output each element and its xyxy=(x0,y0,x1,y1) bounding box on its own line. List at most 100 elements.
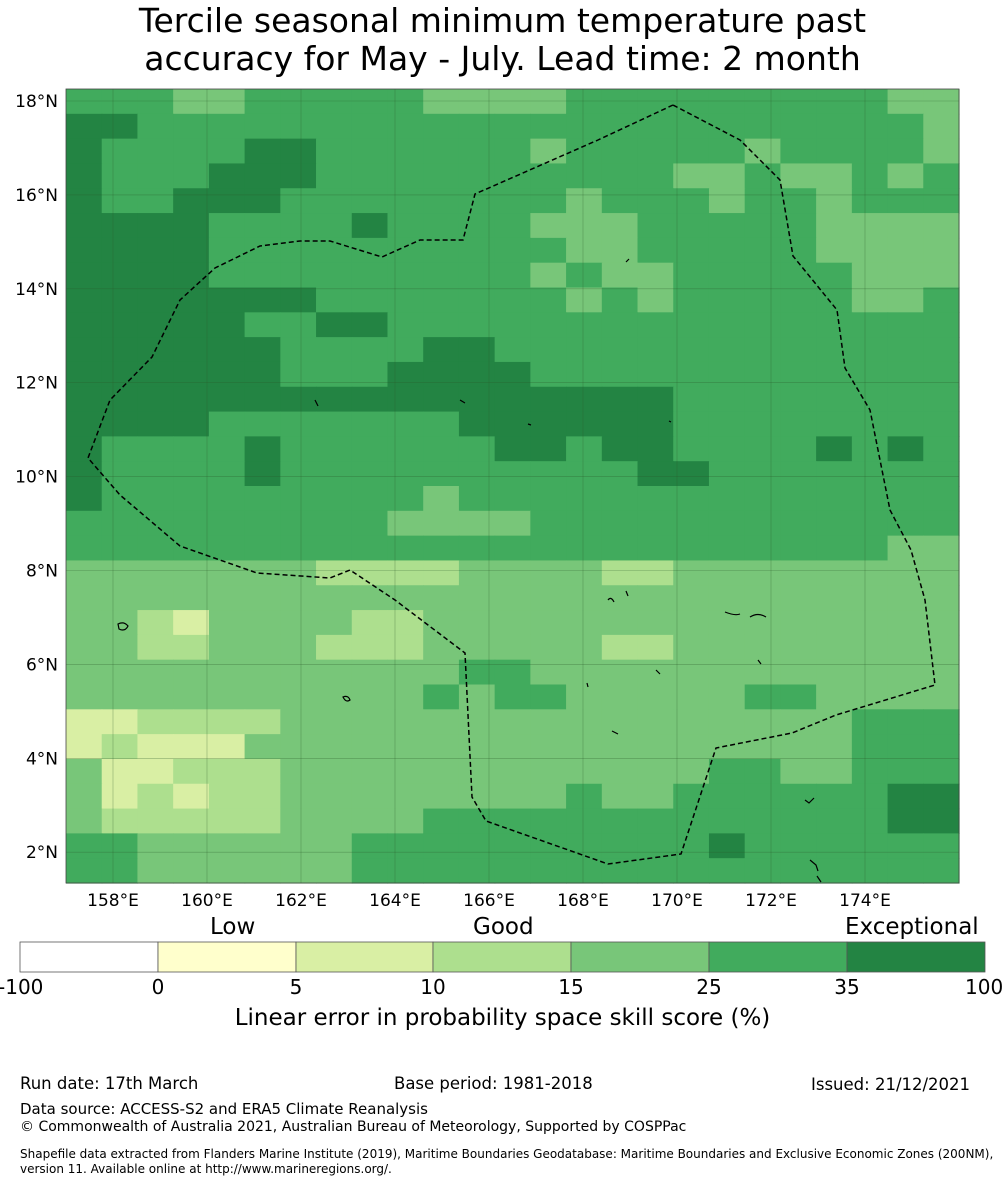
grid-cell xyxy=(851,436,889,462)
grid-cell xyxy=(316,361,353,388)
grid-cell xyxy=(923,262,960,289)
grid-cell xyxy=(423,709,460,735)
grid-cell xyxy=(280,734,317,760)
grid-cell xyxy=(387,386,424,413)
grid-cell xyxy=(316,89,353,115)
grid-cell xyxy=(637,486,674,512)
grid-cell xyxy=(566,337,603,363)
grid-cell xyxy=(566,833,603,859)
grid-cell xyxy=(851,659,889,686)
grid-cell xyxy=(280,659,317,686)
grid-cell xyxy=(387,312,424,338)
grid-cell xyxy=(780,436,817,462)
grid-cell xyxy=(566,585,603,611)
grid-cell xyxy=(66,783,103,810)
grid-cell xyxy=(458,486,496,512)
grid-cell xyxy=(137,659,174,686)
grid-cell xyxy=(137,560,174,586)
grid-cell xyxy=(208,634,246,661)
grid-cell xyxy=(816,858,853,884)
grid-cell xyxy=(673,585,710,611)
grid-cell xyxy=(816,312,853,338)
grid-cell xyxy=(816,486,853,512)
grid-cell xyxy=(530,411,567,437)
grid-cell xyxy=(423,535,460,562)
grid-cell xyxy=(494,535,531,562)
grid-cell xyxy=(530,361,567,388)
grid-cell xyxy=(423,436,460,462)
lat-label: 4°N xyxy=(26,749,58,769)
grid-cell xyxy=(101,411,139,437)
grid-cell xyxy=(351,535,389,562)
grid-cell xyxy=(673,262,710,289)
grid-cell xyxy=(494,510,531,537)
grid-cell xyxy=(208,461,246,487)
grid-cell xyxy=(387,858,424,884)
grid-cell xyxy=(708,684,746,710)
grid-cell xyxy=(387,659,424,686)
grid-cell xyxy=(780,361,817,388)
grid-cell xyxy=(673,113,710,140)
grid-cell xyxy=(601,138,639,165)
grid-cell xyxy=(601,758,639,785)
islands xyxy=(117,258,822,883)
grid-cell xyxy=(351,659,389,686)
grid-cell xyxy=(280,560,317,586)
grid-cell xyxy=(208,758,246,785)
grid-cell xyxy=(137,783,174,810)
grid-cell xyxy=(494,734,531,760)
grid-cell xyxy=(458,138,496,165)
island xyxy=(314,258,672,426)
grid-cell xyxy=(780,237,817,264)
grid-cell xyxy=(566,486,603,512)
grid-cell xyxy=(387,237,424,264)
grid-cell xyxy=(458,337,496,363)
lon-label: 170°E xyxy=(651,891,703,911)
grid-cell xyxy=(780,709,817,735)
grid-cell xyxy=(601,113,639,140)
grid-cell xyxy=(637,808,674,834)
grid-cell xyxy=(101,237,139,264)
grid-cell xyxy=(316,436,353,462)
grid-cell xyxy=(173,237,210,264)
grid-cell xyxy=(494,287,531,313)
grid-cell xyxy=(316,535,353,562)
grid-cell xyxy=(780,858,817,884)
grid-cell xyxy=(66,213,103,239)
grid-cell xyxy=(851,237,889,264)
grid-cell xyxy=(851,758,889,785)
grid-cell xyxy=(566,684,603,710)
grid-cell xyxy=(244,684,281,710)
grid-cell xyxy=(923,684,960,710)
longitude-labels: 158°E 160°E 162°E 164°E 166°E 168°E 170°E 172°E… xyxy=(87,891,891,911)
grid-cell xyxy=(637,709,674,735)
grid-cell xyxy=(780,386,817,413)
grid-cell xyxy=(208,858,246,884)
grid-cell xyxy=(494,461,531,487)
grid-cell xyxy=(423,610,460,636)
grid-cell xyxy=(887,634,924,661)
grid-cell xyxy=(316,858,353,884)
grid-cell xyxy=(280,361,317,388)
grid-cell xyxy=(66,510,103,537)
grid-cell xyxy=(887,486,924,512)
grid-cell xyxy=(208,510,246,537)
grid-cell xyxy=(851,337,889,363)
grid-cell xyxy=(137,163,174,189)
grid-cell xyxy=(423,361,460,388)
grid-cell xyxy=(244,758,281,785)
grid-cell xyxy=(423,684,460,710)
grid-cell xyxy=(494,138,531,165)
grid-cell xyxy=(601,510,639,537)
grid-cell xyxy=(66,833,103,859)
grid-cell xyxy=(316,337,353,363)
grid-cell xyxy=(208,163,246,189)
grid-cell xyxy=(101,188,139,214)
grid-cell xyxy=(173,734,210,760)
grid-cell xyxy=(601,684,639,710)
grid-cell xyxy=(208,361,246,388)
grid-cell xyxy=(494,361,531,388)
grid-cell xyxy=(816,734,853,760)
grid-cell xyxy=(316,758,353,785)
data-source: Data source: ACCESS-S2 and ERA5 Climate … xyxy=(20,1100,428,1118)
